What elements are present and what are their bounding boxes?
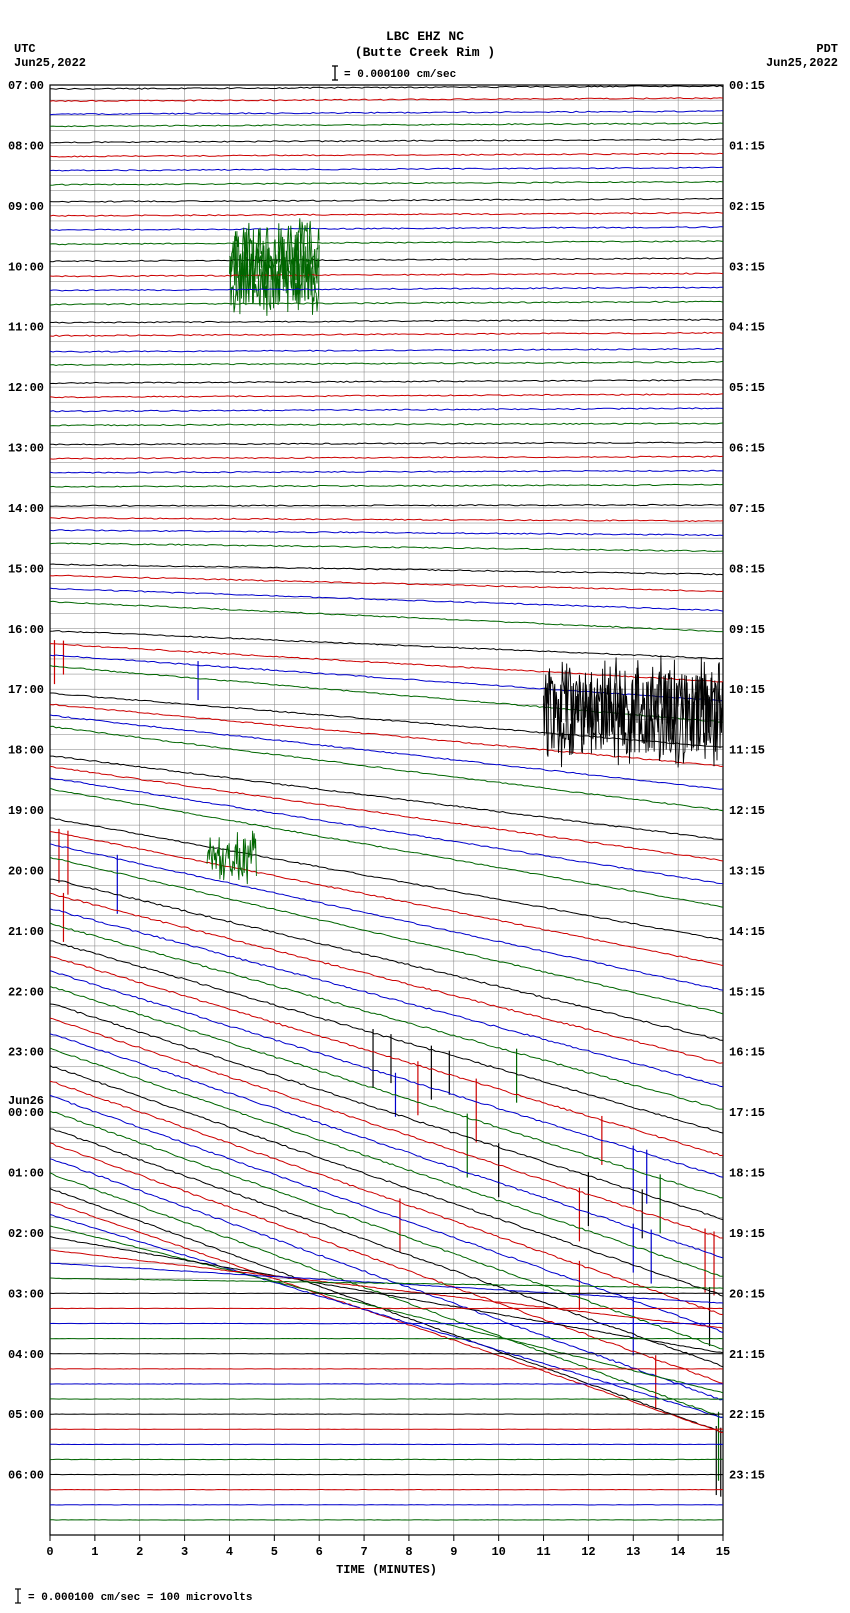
right-hour-label: 15:15: [729, 985, 765, 999]
x-tick-label: 13: [626, 1545, 640, 1559]
right-hour-label: 01:15: [729, 139, 765, 153]
x-tick-label: 2: [136, 1545, 143, 1559]
right-hour-label: 04:15: [729, 321, 765, 335]
right-hour-label: 21:15: [729, 1348, 765, 1362]
right-hour-label: 18:15: [729, 1167, 765, 1181]
right-date: Jun25,2022: [766, 56, 838, 70]
seismogram-plot: LBC EHZ NC(Butte Creek Rim ) = 0.000100 c…: [0, 0, 850, 1613]
left-hour-label: 06:00: [8, 1469, 44, 1483]
right-hour-label: 05:15: [729, 381, 765, 395]
left-tz: UTC: [14, 42, 36, 56]
left-hour-label: 05:00: [8, 1408, 44, 1422]
left-hour-label: 15:00: [8, 562, 44, 576]
left-hour-label: 09:00: [8, 200, 44, 214]
title-line1: LBC EHZ NC: [386, 29, 464, 44]
right-hour-label: 13:15: [729, 864, 765, 878]
right-hour-label: 20:15: [729, 1287, 765, 1301]
x-tick-label: 1: [91, 1545, 98, 1559]
left-hour-label: 14:00: [8, 502, 44, 516]
left-hour-label: 12:00: [8, 381, 44, 395]
right-hour-label: 14:15: [729, 925, 765, 939]
right-hour-label: 17:15: [729, 1106, 765, 1120]
right-hour-label: 11:15: [729, 744, 765, 758]
left-hour-label: 18:00: [8, 744, 44, 758]
left-hour-label: 20:00: [8, 864, 44, 878]
right-hour-label: 08:15: [729, 562, 765, 576]
left-hour-label: 22:00: [8, 985, 44, 999]
x-tick-label: 11: [536, 1545, 550, 1559]
title-line2: (Butte Creek Rim ): [355, 45, 495, 60]
right-hour-label: 19:15: [729, 1227, 765, 1241]
right-hour-label: 16:15: [729, 1046, 765, 1060]
left-hour-label: 00:00: [8, 1106, 44, 1120]
x-tick-label: 7: [360, 1545, 367, 1559]
right-hour-label: 02:15: [729, 200, 765, 214]
left-hour-label: 11:00: [8, 321, 44, 335]
left-hour-label: 13:00: [8, 442, 44, 456]
left-date: Jun25,2022: [14, 56, 86, 70]
x-tick-label: 6: [316, 1545, 323, 1559]
x-tick-label: 3: [181, 1545, 188, 1559]
right-hour-label: 03:15: [729, 260, 765, 274]
right-tz: PDT: [816, 42, 838, 56]
right-hour-label: 10:15: [729, 683, 765, 697]
scale-legend: = 0.000100 cm/sec: [344, 69, 456, 81]
x-tick-label: 10: [491, 1545, 505, 1559]
x-tick-label: 12: [581, 1545, 595, 1559]
left-hour-label: 02:00: [8, 1227, 44, 1241]
left-hour-label: 21:00: [8, 925, 44, 939]
right-hour-label: 12:15: [729, 804, 765, 818]
right-hour-label: 07:15: [729, 502, 765, 516]
left-hour-label: 23:00: [8, 1046, 44, 1060]
left-hour-label: 03:00: [8, 1287, 44, 1301]
right-hour-label: 22:15: [729, 1408, 765, 1422]
left-hour-label: 17:00: [8, 683, 44, 697]
left-hour-label: 10:00: [8, 260, 44, 274]
left-hour-label: 07:00: [8, 79, 44, 93]
left-hour-label: 08:00: [8, 139, 44, 153]
footer-scale-text: = 0.000100 cm/sec = 100 microvolts: [28, 1592, 252, 1604]
right-hour-label: 06:15: [729, 442, 765, 456]
left-hour-label: 01:00: [8, 1167, 44, 1181]
x-tick-label: 15: [716, 1545, 730, 1559]
x-tick-label: 0: [46, 1545, 53, 1559]
x-tick-label: 9: [450, 1545, 457, 1559]
left-hour-label: 04:00: [8, 1348, 44, 1362]
left-hour-label: 16:00: [8, 623, 44, 637]
x-axis-label: TIME (MINUTES): [336, 1563, 437, 1577]
right-hour-label: 09:15: [729, 623, 765, 637]
x-tick-label: 5: [271, 1545, 278, 1559]
x-tick-label: 4: [226, 1545, 233, 1559]
right-hour-label: 23:15: [729, 1469, 765, 1483]
x-tick-label: 14: [671, 1545, 685, 1559]
left-hour-label: 19:00: [8, 804, 44, 818]
x-tick-label: 8: [405, 1545, 412, 1559]
right-hour-label: 00:15: [729, 79, 765, 93]
